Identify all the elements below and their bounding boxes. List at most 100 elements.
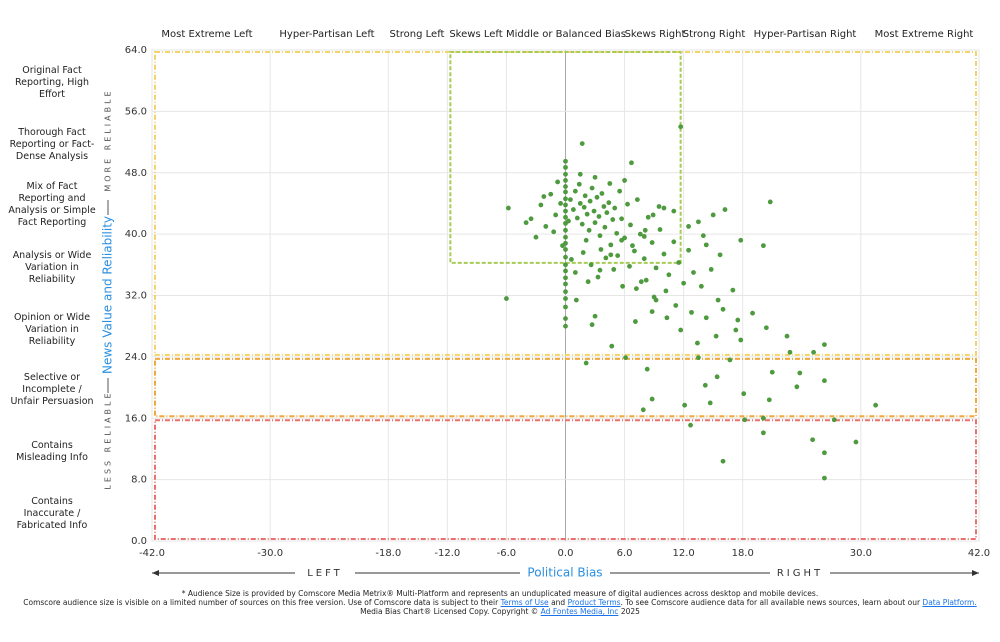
y-tick-label: 48.0 xyxy=(125,168,147,179)
data-point xyxy=(695,340,700,346)
data-point xyxy=(671,239,677,245)
data-point xyxy=(551,229,557,235)
data-point xyxy=(767,199,773,205)
data-point xyxy=(822,378,827,384)
data-point xyxy=(589,322,595,328)
data-point xyxy=(649,309,655,315)
bias-category: Hyper-Partisan Right xyxy=(753,29,857,40)
data-point xyxy=(787,349,793,355)
data-point xyxy=(548,191,554,197)
data-point xyxy=(738,237,744,243)
label-bg xyxy=(520,565,610,581)
x-note: RIGHT xyxy=(777,568,823,579)
y-tick-label: 40.0 xyxy=(125,229,147,240)
data-point xyxy=(563,208,568,214)
y-axis-title: News Value and Reliability xyxy=(101,216,115,374)
data-point xyxy=(563,296,568,301)
data-point xyxy=(644,366,650,372)
data-point xyxy=(633,319,638,324)
data-point xyxy=(760,415,766,421)
data-point xyxy=(609,343,615,349)
data-point xyxy=(620,283,626,289)
data-point xyxy=(714,374,720,380)
data-point xyxy=(853,439,859,445)
data-point xyxy=(702,382,708,388)
data-point xyxy=(563,268,568,274)
x-tick-label: 42.0 xyxy=(968,548,990,559)
data-point xyxy=(607,181,613,186)
data-point xyxy=(653,297,659,303)
data-point xyxy=(794,384,800,390)
y-tick-label: 24.0 xyxy=(125,352,147,363)
data-point xyxy=(730,287,736,293)
data-point xyxy=(629,160,634,166)
reliability-category: Contains Inaccurate / Fabricated Info xyxy=(16,496,88,531)
data-point xyxy=(640,407,646,413)
x-tick-label: 6.0 xyxy=(617,548,633,559)
data-point xyxy=(822,450,827,456)
data-point xyxy=(738,337,744,343)
data-point xyxy=(720,306,726,312)
link[interactable]: Product Terms xyxy=(567,598,621,607)
data-point xyxy=(610,217,616,222)
data-point xyxy=(703,242,709,248)
link[interactable]: Ad Fontes Media, Inc xyxy=(540,607,619,616)
data-point xyxy=(650,212,656,218)
data-point xyxy=(596,214,602,219)
data-point xyxy=(555,179,561,185)
data-point xyxy=(528,216,534,222)
data-point xyxy=(612,205,618,211)
data-point xyxy=(643,277,649,283)
bias-category: Hyper-Partisan Left xyxy=(279,29,375,40)
data-point xyxy=(784,333,790,339)
link[interactable]: Data Platform. xyxy=(922,598,977,607)
data-point xyxy=(760,243,766,249)
data-point xyxy=(604,210,610,216)
data-point xyxy=(563,164,568,170)
data-point xyxy=(628,222,633,228)
data-point xyxy=(700,233,706,239)
x-tick-label: 12.0 xyxy=(673,548,695,559)
region xyxy=(154,357,977,418)
data-point xyxy=(538,202,544,208)
data-point xyxy=(588,262,594,268)
data-point xyxy=(741,391,747,397)
data-point xyxy=(673,303,679,308)
x-tick-label: -6.0 xyxy=(497,548,517,559)
bias-category: Skews Right xyxy=(624,29,686,40)
data-point xyxy=(649,240,655,245)
data-point xyxy=(623,355,628,361)
data-point xyxy=(708,267,714,272)
reliability-category: Selective or Incomplete / Unfair Persuas… xyxy=(10,372,94,407)
data-point xyxy=(717,252,723,258)
data-point xyxy=(563,281,568,287)
data-point xyxy=(563,202,568,208)
data-point xyxy=(563,289,568,295)
data-point xyxy=(645,214,651,220)
x-tick-label: 30.0 xyxy=(850,548,872,559)
data-point xyxy=(642,227,648,233)
data-point xyxy=(614,230,620,236)
data-point xyxy=(606,200,612,206)
data-point xyxy=(598,247,604,252)
data-point xyxy=(750,310,755,316)
label-bg xyxy=(295,565,355,581)
data-point xyxy=(661,205,667,211)
data-point xyxy=(822,475,827,481)
link[interactable]: Terms of Use xyxy=(500,598,549,607)
x-tick-label: -42.0 xyxy=(139,548,165,559)
data-point xyxy=(686,247,691,253)
data-point xyxy=(637,231,643,237)
bias-category: Most Extreme Right xyxy=(874,29,974,40)
data-point xyxy=(573,297,579,303)
bias-category: Middle or Balanced Bias xyxy=(505,29,627,40)
data-point xyxy=(541,194,547,199)
data-point xyxy=(630,243,635,249)
data-point xyxy=(563,178,568,183)
data-point xyxy=(615,253,621,259)
x-tick-label: -12.0 xyxy=(434,548,460,559)
data-point xyxy=(831,417,837,423)
data-point xyxy=(619,237,625,243)
data-point xyxy=(574,215,580,221)
